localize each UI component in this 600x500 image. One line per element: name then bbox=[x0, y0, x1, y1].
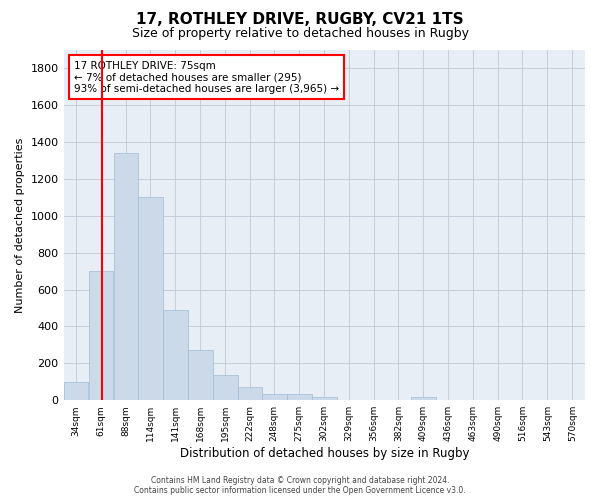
Bar bbox=[411, 396, 436, 400]
Bar bbox=[213, 376, 238, 400]
Text: Contains HM Land Registry data © Crown copyright and database right 2024.
Contai: Contains HM Land Registry data © Crown c… bbox=[134, 476, 466, 495]
Y-axis label: Number of detached properties: Number of detached properties bbox=[15, 138, 25, 313]
Text: 17 ROTHLEY DRIVE: 75sqm
← 7% of detached houses are smaller (295)
93% of semi-de: 17 ROTHLEY DRIVE: 75sqm ← 7% of detached… bbox=[74, 60, 339, 94]
Bar bbox=[64, 382, 88, 400]
Bar bbox=[262, 394, 287, 400]
Bar bbox=[138, 198, 163, 400]
X-axis label: Distribution of detached houses by size in Rugby: Distribution of detached houses by size … bbox=[179, 447, 469, 460]
Bar bbox=[113, 153, 137, 400]
Text: 17, ROTHLEY DRIVE, RUGBY, CV21 1TS: 17, ROTHLEY DRIVE, RUGBY, CV21 1TS bbox=[136, 12, 464, 28]
Bar bbox=[163, 310, 188, 400]
Text: Size of property relative to detached houses in Rugby: Size of property relative to detached ho… bbox=[131, 28, 469, 40]
Bar bbox=[238, 388, 262, 400]
Bar bbox=[312, 398, 337, 400]
Bar bbox=[188, 350, 212, 400]
Bar bbox=[287, 394, 311, 400]
Bar bbox=[89, 271, 113, 400]
